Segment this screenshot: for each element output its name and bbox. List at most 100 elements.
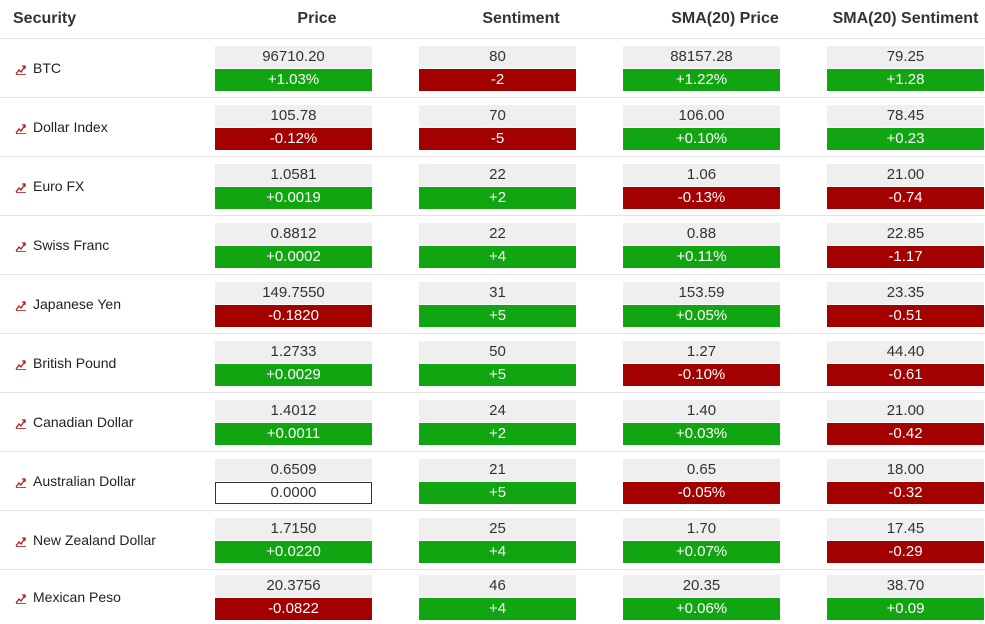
header-price[interactable]: Price	[297, 10, 337, 27]
sentiment-cell: 22 +4	[419, 222, 576, 268]
sma-price-cell: 1.40 +0.03%	[623, 399, 780, 445]
security-name: British Pound	[33, 355, 117, 371]
security-cell[interactable]: British Pound	[0, 355, 215, 371]
sma-price-value: 1.40	[623, 399, 780, 422]
security-cell[interactable]: BTC	[0, 60, 215, 76]
security-cell[interactable]: Mexican Peso	[0, 589, 215, 605]
sma-price-change: -0.05%	[623, 481, 780, 504]
price-change: +0.0011	[215, 422, 372, 445]
header-security[interactable]: Security	[13, 10, 77, 27]
security-cell[interactable]: Japanese Yen	[0, 296, 215, 312]
sma-sentiment-cell: 23.35 -0.51	[827, 281, 984, 327]
sma-sentiment-change: -0.32	[827, 481, 984, 504]
sma-sentiment-change: +1.28	[827, 68, 984, 91]
sentiment-change: -2	[419, 68, 576, 91]
table-row[interactable]: British Pound 1.2733 +0.0029 50 +5 1.27 -0.10%…	[0, 334, 985, 393]
table-row[interactable]: Mexican Peso 20.3756 -0.0822 46 +4 20.35 +0.06…	[0, 570, 985, 624]
chart-trend-icon[interactable]	[15, 298, 27, 311]
security-name: Japanese Yen	[33, 296, 121, 312]
sma-sentiment-value: 17.45	[827, 517, 984, 540]
sma-sentiment-value: 18.00	[827, 458, 984, 481]
header-sentiment[interactable]: Sentiment	[482, 10, 560, 27]
chart-trend-icon[interactable]	[15, 534, 27, 547]
sentiment-change: +5	[419, 481, 576, 504]
price-value: 96710.20	[215, 45, 372, 68]
price-cell: 0.8812 +0.0002	[215, 222, 372, 268]
sma-price-value: 1.70	[623, 517, 780, 540]
price-change: +0.0002	[215, 245, 372, 268]
security-name: New Zealand Dollar	[33, 532, 156, 548]
security-cell[interactable]: Swiss Franc	[0, 237, 215, 253]
table-row[interactable]: New Zealand Dollar 1.7150 +0.0220 25 +4 1.70 +…	[0, 511, 985, 570]
price-value: 20.3756	[215, 574, 372, 597]
sma-sentiment-value: 79.25	[827, 45, 984, 68]
sentiment-change: -5	[419, 127, 576, 150]
sma-sentiment-cell: 21.00 -0.74	[827, 163, 984, 209]
security-name: Dollar Index	[33, 119, 108, 135]
sma-price-value: 88157.28	[623, 45, 780, 68]
sentiment-cell: 22 +2	[419, 163, 576, 209]
sma-price-cell: 88157.28 +1.22%	[623, 45, 780, 91]
price-cell: 1.0581 +0.0019	[215, 163, 372, 209]
security-name: Swiss Franc	[33, 237, 110, 253]
chart-trend-icon[interactable]	[15, 180, 27, 193]
sma-sentiment-cell: 17.45 -0.29	[827, 517, 984, 563]
sentiment-change: +5	[419, 304, 576, 327]
sma-sentiment-value: 21.00	[827, 399, 984, 422]
header-sma-sentiment[interactable]: SMA(20) Sentiment	[832, 10, 979, 27]
sma-price-change: +0.06%	[623, 597, 780, 620]
price-value: 105.78	[215, 104, 372, 127]
sma-price-change: +0.03%	[623, 422, 780, 445]
price-value: 1.2733	[215, 340, 372, 363]
sma-sentiment-change: +0.09	[827, 597, 984, 620]
sma-price-change: +0.05%	[623, 304, 780, 327]
sentiment-cell: 31 +5	[419, 281, 576, 327]
table-row[interactable]: Dollar Index 105.78 -0.12% 70 -5 106.00 +0.10%…	[0, 98, 985, 157]
sma-price-change: +0.11%	[623, 245, 780, 268]
sma-sentiment-cell: 38.70 +0.09	[827, 574, 984, 620]
chart-trend-icon[interactable]	[15, 591, 27, 604]
price-cell: 20.3756 -0.0822	[215, 574, 372, 620]
sma-price-value: 1.06	[623, 163, 780, 186]
security-cell[interactable]: Canadian Dollar	[0, 414, 215, 430]
table-row[interactable]: Canadian Dollar 1.4012 +0.0011 24 +2 1.40 +0.0…	[0, 393, 985, 452]
security-cell[interactable]: New Zealand Dollar	[0, 532, 215, 548]
sma-price-change: -0.13%	[623, 186, 780, 209]
chart-trend-icon[interactable]	[15, 475, 27, 488]
table-row[interactable]: Swiss Franc 0.8812 +0.0002 22 +4 0.88 +0.11% 22…	[0, 216, 985, 275]
price-cell: 1.2733 +0.0029	[215, 340, 372, 386]
sma-price-change: +1.22%	[623, 68, 780, 91]
price-cell: 0.6509 0.0000	[215, 458, 372, 504]
table-row[interactable]: Australian Dollar 0.6509 0.0000 21 +5 0.65 -0.…	[0, 452, 985, 511]
table-row[interactable]: Euro FX 1.0581 +0.0019 22 +2 1.06 -0.13% 21.00-…	[0, 157, 985, 216]
security-cell[interactable]: Australian Dollar	[0, 473, 215, 489]
header-sma-price[interactable]: SMA(20) Price	[671, 10, 779, 27]
sma-price-cell: 106.00 +0.10%	[623, 104, 780, 150]
price-value: 0.8812	[215, 222, 372, 245]
security-cell[interactable]: Euro FX	[0, 178, 215, 194]
security-name: Canadian Dollar	[33, 414, 134, 430]
price-cell: 105.78 -0.12%	[215, 104, 372, 150]
chart-trend-icon[interactable]	[15, 121, 27, 134]
security-name: BTC	[33, 60, 61, 76]
sma-sentiment-cell: 44.40 -0.61	[827, 340, 984, 386]
sentiment-value: 50	[419, 340, 576, 363]
sentiment-value: 25	[419, 517, 576, 540]
sma-price-change: +0.10%	[623, 127, 780, 150]
security-cell[interactable]: Dollar Index	[0, 119, 215, 135]
chart-trend-icon[interactable]	[15, 416, 27, 429]
chart-trend-icon[interactable]	[15, 357, 27, 370]
table-row[interactable]: BTC 96710.20 +1.03% 80 -2 88157.28 +1.22% 79.25…	[0, 39, 985, 98]
table-row[interactable]: Japanese Yen 149.7550 -0.1820 31 +5 153.59 +0.…	[0, 275, 985, 334]
sma-sentiment-change: -0.51	[827, 304, 984, 327]
sma-sentiment-change: -1.17	[827, 245, 984, 268]
chart-trend-icon[interactable]	[15, 239, 27, 252]
sma-price-change: -0.10%	[623, 363, 780, 386]
price-value: 1.4012	[215, 399, 372, 422]
sma-price-value: 0.65	[623, 458, 780, 481]
sma-sentiment-cell: 22.85 -1.17	[827, 222, 984, 268]
chart-trend-icon[interactable]	[15, 62, 27, 75]
price-change: +0.0220	[215, 540, 372, 563]
security-name: Euro FX	[33, 178, 85, 194]
